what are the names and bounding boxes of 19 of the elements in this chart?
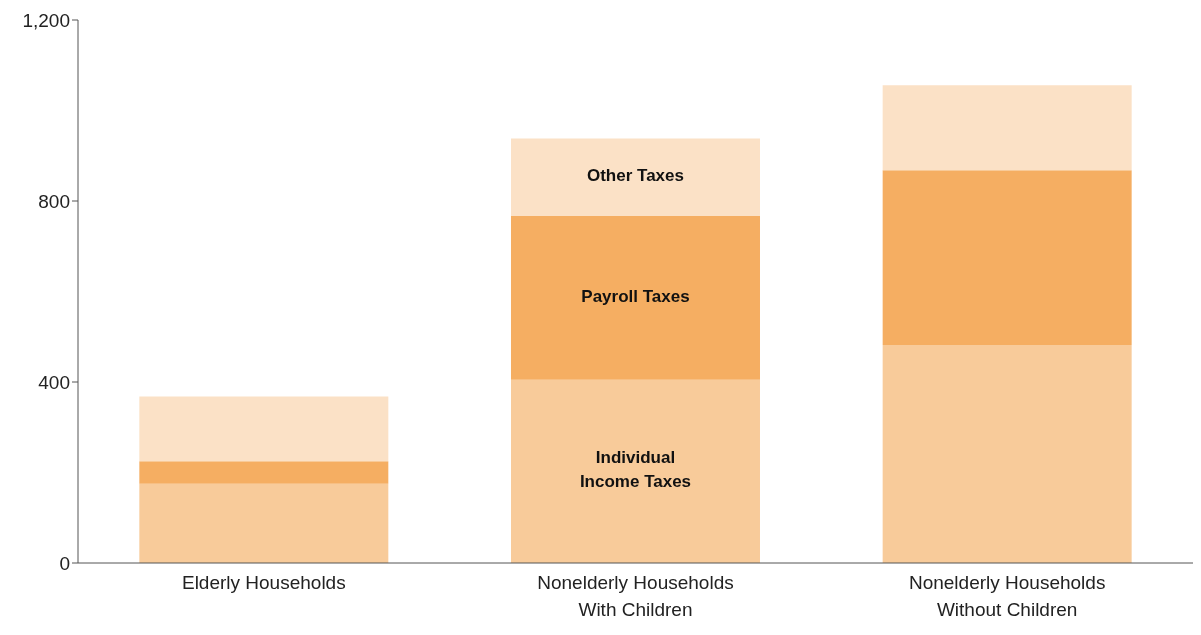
y-tick-label: 400 (38, 371, 70, 393)
bar (882, 344, 1132, 563)
bar (139, 396, 389, 462)
x-tick-label: Nonelderly Households Without Children (908, 572, 1106, 620)
x-tick-label: Elderly Households (181, 572, 346, 593)
x-tick-label: Nonelderly Households With Children (537, 572, 734, 620)
series-label: Payroll Taxes (581, 287, 690, 307)
bar (882, 85, 1132, 171)
bar (510, 215, 760, 380)
y-tick-label: 1,200 (22, 9, 70, 31)
bar (882, 170, 1132, 345)
bar (510, 379, 760, 563)
bar (139, 461, 389, 484)
series-label: Other Taxes (586, 166, 684, 186)
y-tick-label: 0 (59, 552, 70, 574)
y-tick-label: 800 (38, 190, 70, 212)
bar (139, 483, 389, 563)
series-label: Individual Income Taxes (579, 448, 692, 492)
bar (510, 138, 760, 216)
